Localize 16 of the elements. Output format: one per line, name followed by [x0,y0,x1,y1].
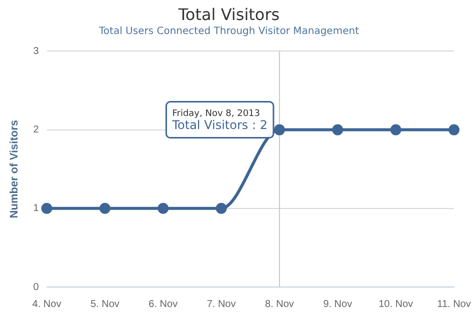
x-tick-label: 7. Nov [206,298,236,310]
annotation: Friday, Nov 8, 2013 Total Visitors : 2 [171,108,268,132]
y-tick-label: 3 [33,46,40,57]
y-tick-label: 1 [33,203,40,214]
y-tick-label: 2 [33,124,40,136]
y-axis-title: Number of Visitors [8,120,21,218]
y-tick-label: 0 [33,282,40,293]
x-tick-label: 5. Nov [90,298,120,310]
chart-subtitle: Total Users Connected Through Visitor Management [98,26,360,37]
x-tick-label: 9. Nov [323,298,352,310]
x-tick-label: 6. Nov [148,298,178,310]
chart-title: Total Visitors [177,4,280,24]
x-tick-label: 8. Nov [265,298,294,310]
x-tick-label: 10. Nov [378,298,414,310]
x-tick-label: 11. Nov [437,298,471,310]
x-tick-label: 4. Nov [32,298,62,310]
